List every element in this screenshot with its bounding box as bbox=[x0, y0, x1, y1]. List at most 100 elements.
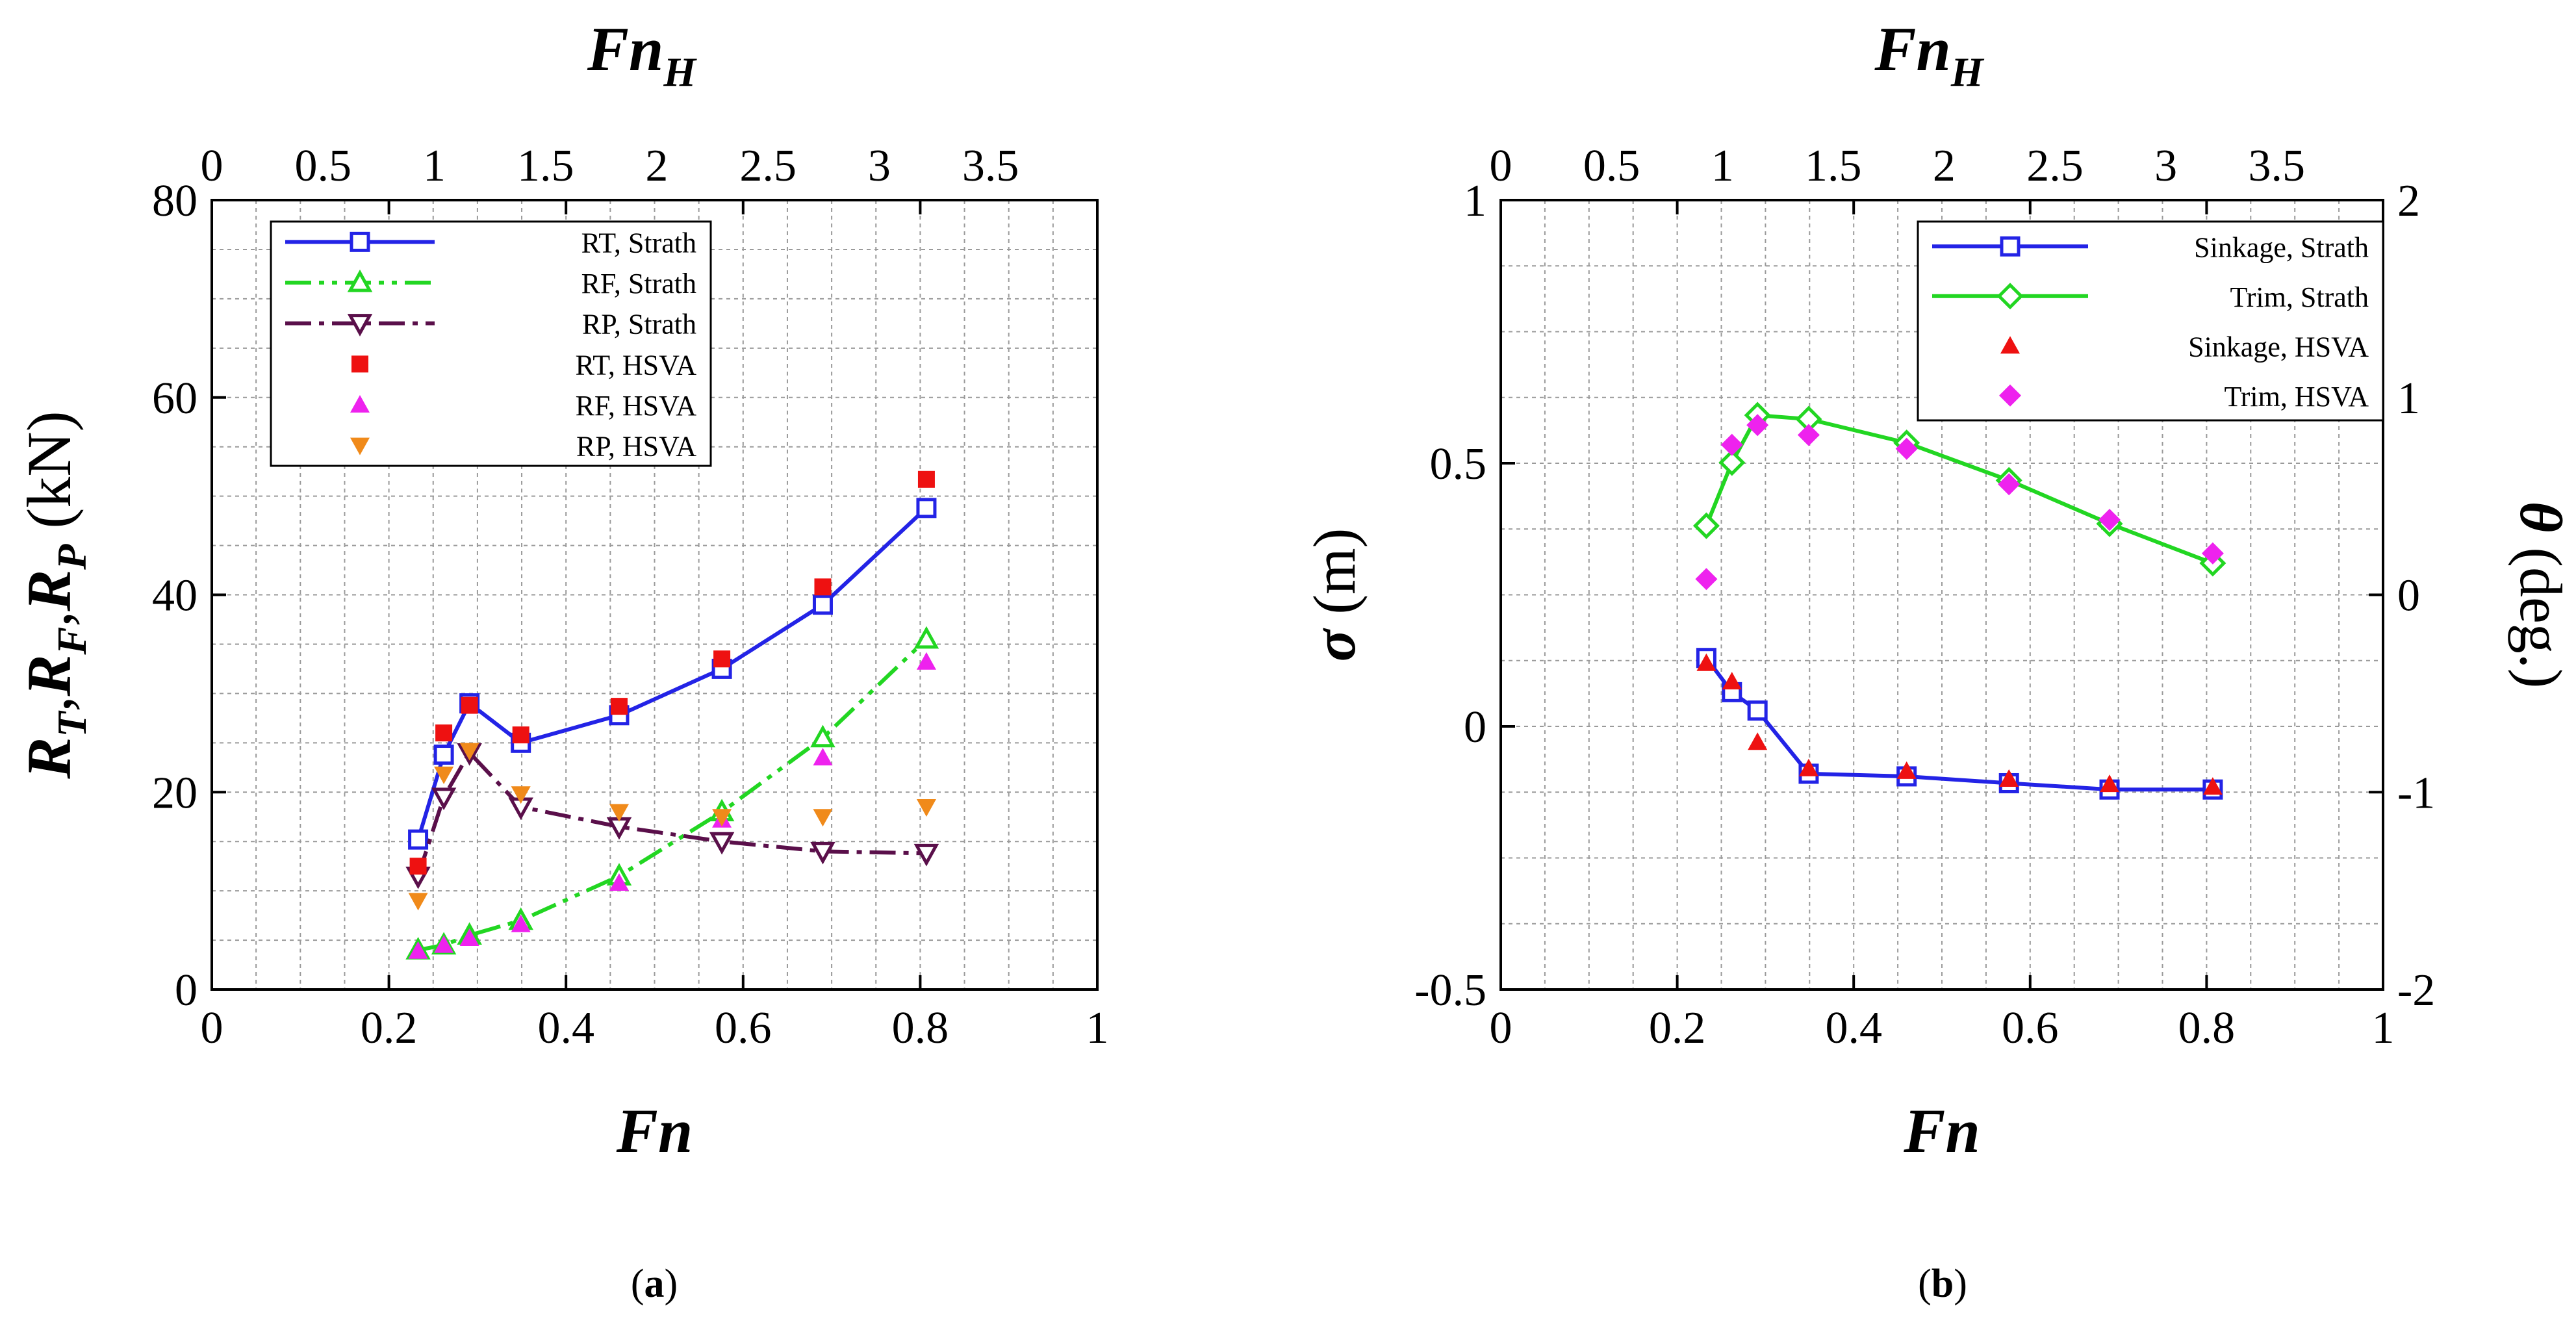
x-tick-label: 0.6 bbox=[2002, 1003, 2059, 1053]
data-point bbox=[1718, 449, 1746, 476]
data-point bbox=[610, 698, 628, 715]
legend-marker bbox=[2000, 236, 2021, 257]
legend-label: Trim, HSVA bbox=[2224, 381, 2369, 413]
x-tick-label: 1 bbox=[2372, 1003, 2395, 1053]
legend-marker bbox=[1996, 283, 2024, 310]
data-point bbox=[408, 941, 428, 959]
data-point bbox=[609, 804, 629, 822]
legend-label: Trim, Strath bbox=[2230, 281, 2369, 313]
top-x-tick-label: 3.5 bbox=[2248, 141, 2305, 191]
y-tick-label: 80 bbox=[152, 176, 198, 226]
y-tick-label: 0 bbox=[1464, 702, 1486, 752]
data-point bbox=[916, 652, 936, 670]
data-point bbox=[609, 873, 629, 891]
data-point bbox=[1896, 761, 1917, 779]
series-line bbox=[418, 637, 928, 952]
y-tick-label: 40 bbox=[152, 571, 198, 621]
y-tick-label: 0 bbox=[175, 965, 198, 1015]
data-point bbox=[1696, 653, 1716, 671]
top-x-tick-label: 3.5 bbox=[962, 141, 1019, 191]
data-point bbox=[2100, 774, 2120, 793]
data-point bbox=[813, 809, 833, 827]
top-x-tick-label: 2.5 bbox=[739, 141, 797, 191]
top-x-tick-label: 2.5 bbox=[2026, 141, 2084, 191]
data-point bbox=[810, 724, 835, 748]
series-trim-hsva bbox=[1695, 414, 2224, 591]
x-tick-label: 0.2 bbox=[1649, 1003, 1706, 1053]
y-axis-label: RT,RF,RP (kN) bbox=[14, 411, 95, 779]
legend-label: Sinkage, HSVA bbox=[2188, 331, 2369, 363]
data-point bbox=[435, 724, 453, 742]
data-point bbox=[913, 626, 939, 649]
x-tick-label: 0.6 bbox=[715, 1003, 772, 1053]
data-point bbox=[2201, 542, 2224, 565]
top-x-tick-label: 1.5 bbox=[1805, 141, 1862, 191]
data-point bbox=[813, 748, 833, 766]
data-point bbox=[434, 935, 454, 953]
data-point bbox=[1720, 433, 1743, 456]
data-point bbox=[917, 470, 935, 488]
legend-label: RF, Strath bbox=[581, 268, 696, 300]
data-point bbox=[431, 787, 457, 810]
legend-marker bbox=[2000, 336, 2020, 354]
top-x-axis-label: FnH bbox=[1874, 14, 1984, 95]
top-x-axis-label: FnH bbox=[587, 14, 697, 95]
data-point bbox=[712, 809, 732, 827]
data-point bbox=[1747, 700, 1768, 721]
legend-marker bbox=[1999, 384, 2021, 407]
data-point bbox=[1692, 512, 1720, 539]
y-tick-label: 1 bbox=[1464, 176, 1486, 226]
data-point bbox=[511, 786, 531, 804]
data-point bbox=[1797, 424, 1820, 446]
series-line bbox=[416, 749, 926, 877]
data-point bbox=[1722, 672, 1742, 690]
x-axis-label: Fn bbox=[1903, 1096, 1980, 1166]
data-point bbox=[1895, 437, 1918, 460]
data-point bbox=[433, 745, 454, 765]
top-x-tick-label: 1 bbox=[1711, 141, 1734, 191]
top-x-tick-label: 0 bbox=[1490, 141, 1512, 191]
legend-marker bbox=[350, 395, 370, 413]
data-point bbox=[408, 893, 428, 911]
legend-marker bbox=[347, 314, 373, 337]
data-point bbox=[814, 578, 832, 596]
legend-box bbox=[270, 220, 712, 467]
series-trim-strath bbox=[1692, 402, 2226, 577]
y2-tick-label: -1 bbox=[2397, 768, 2435, 818]
series-sinkage-hsva bbox=[1696, 653, 2223, 795]
y-tick-label: 60 bbox=[152, 374, 198, 424]
data-point bbox=[812, 594, 833, 615]
series-rf-strath bbox=[405, 626, 939, 960]
legend: Sinkage, Strath Trim, Strath Sinkage, HSVA… bbox=[1917, 220, 2384, 422]
x-tick-label: 0.8 bbox=[2178, 1003, 2236, 1053]
x-tick-label: 0.8 bbox=[892, 1003, 949, 1053]
top-x-tick-label: 1.5 bbox=[517, 141, 574, 191]
data-point bbox=[459, 928, 479, 947]
legend-marker bbox=[350, 437, 370, 455]
y-tick-label: 0.5 bbox=[1430, 439, 1487, 489]
legend-label: Sinkage, Strath bbox=[2194, 231, 2369, 263]
data-point bbox=[2098, 509, 2121, 531]
y2-axis-label: θ (deg.) bbox=[2508, 502, 2574, 689]
data-point bbox=[511, 914, 531, 932]
legend-label: RT, Strath bbox=[581, 227, 696, 259]
data-point bbox=[709, 832, 735, 855]
data-point bbox=[1695, 568, 1718, 591]
series-line bbox=[1705, 656, 2213, 792]
data-point bbox=[1999, 769, 2019, 787]
data-point bbox=[1798, 758, 1818, 776]
top-x-tick-label: 1 bbox=[423, 141, 446, 191]
data-point bbox=[913, 843, 939, 867]
data-point bbox=[1998, 473, 2021, 496]
data-point bbox=[713, 650, 731, 668]
y2-tick-label: 1 bbox=[2397, 374, 2420, 424]
data-point bbox=[434, 766, 454, 784]
figure-caption: (b) bbox=[1918, 1262, 1967, 1306]
figure-caption: (a) bbox=[631, 1262, 678, 1306]
top-x-tick-label: 0.5 bbox=[1583, 141, 1640, 191]
series-line bbox=[416, 506, 928, 841]
legend-label: RP, Strath bbox=[582, 309, 696, 340]
y2-tick-label: 2 bbox=[2397, 176, 2420, 226]
top-x-tick-label: 2 bbox=[1933, 141, 1956, 191]
